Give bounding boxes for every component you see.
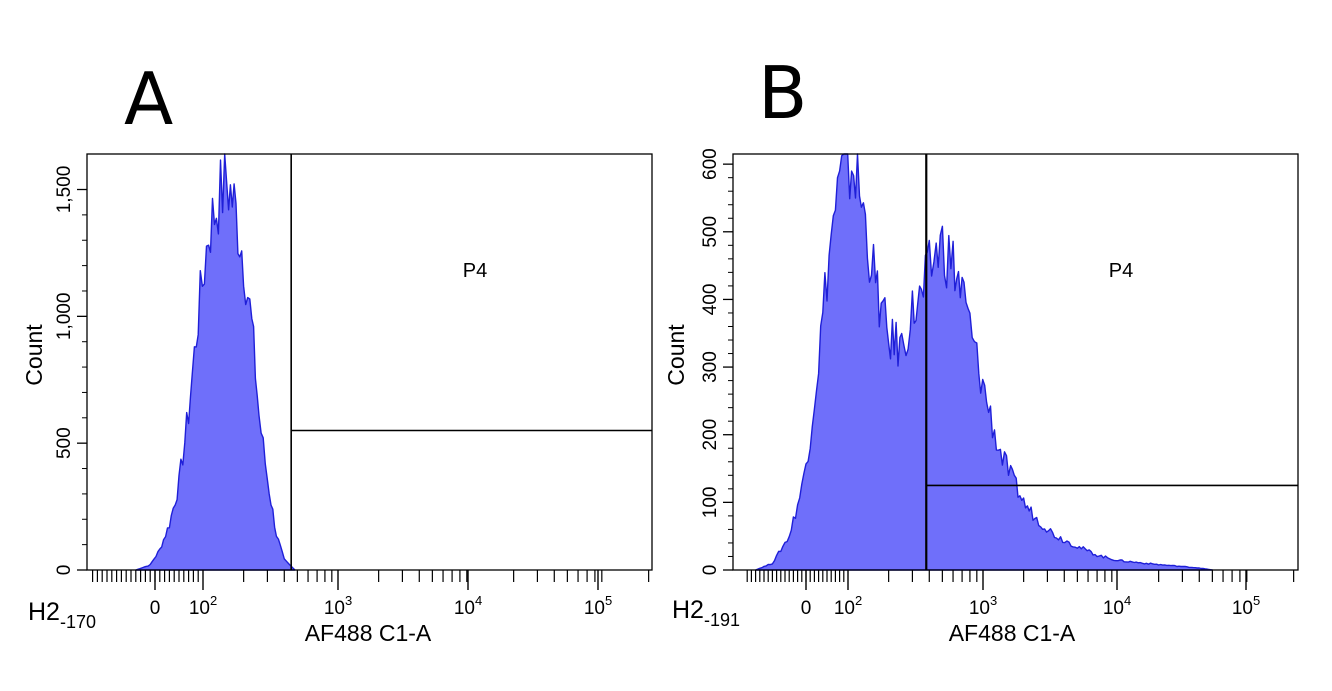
gate-label: P4 [463,260,487,282]
gate-label: P4 [1109,260,1133,282]
x-tick-label: 0 [801,598,812,619]
y-tick-label: 200 [700,419,721,451]
y-tick-label: 0 [700,565,721,576]
y-axis-ticks: 0 100 200 300 400 500 600 [700,148,733,575]
y-tick-label: 1,500 [54,166,75,214]
y-tick-label: 1,000 [54,293,75,341]
y-tick-label: 600 [700,148,721,180]
x-tick-label: 104 [454,593,482,619]
histogram-plot-area: P4 [86,153,653,571]
x-tick-label: 105 [1232,593,1260,619]
x-tick-label: 103 [969,593,997,619]
y-axis-label: Count [21,324,47,386]
x-tick-label: 102 [834,593,862,619]
histogram-panel-a: P4 0 500 1,000 1,500 0 102 103 104 105 Count AF… [21,153,653,646]
axis-corner-label: H2-170 [28,598,96,632]
axis-corner-label: H2-191 [672,596,740,630]
x-tick-label: 102 [189,593,217,619]
histogram-plot-area: P4 [732,153,1299,571]
y-tick-label: 500 [54,427,75,459]
x-axis-ticks: 0 102 103 104 105 [91,570,650,619]
x-tick-label: 103 [324,593,352,619]
x-axis-label: AF488 C1-A [305,620,432,646]
plot-frame [86,153,653,571]
x-axis-ticks: 0 102 103 104 105 [746,570,1295,619]
histogram-panel-b: P4 0 100 200 300 400 500 600 0 102 103 104 105 Cou… [663,148,1299,646]
x-tick-label: 105 [584,593,612,619]
y-tick-label: 500 [700,216,721,248]
panel-label-b: B [758,51,807,135]
y-tick-label: 400 [700,284,721,316]
x-tick-label: 0 [150,598,161,619]
y-tick-label: 300 [700,351,721,383]
plot-frame [732,153,1299,571]
y-axis-label: Count [663,324,689,386]
x-tick-label: 104 [1103,593,1131,619]
histogram-area [135,153,296,571]
y-axis-ticks: 0 500 1,000 1,500 [54,166,87,576]
x-axis-label: AF488 C1-A [949,620,1076,646]
y-tick-label: 0 [54,565,75,576]
histogram-area [754,153,1214,571]
panel-label-a: A [124,57,173,141]
y-tick-label: 100 [700,487,721,519]
